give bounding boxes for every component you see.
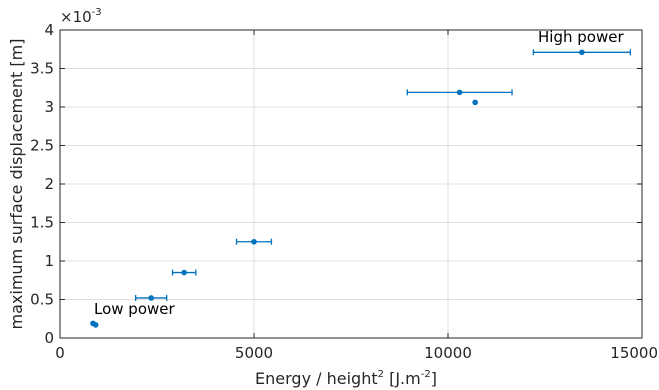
data-point <box>472 99 478 106</box>
annotation-high-power: High power <box>538 28 624 46</box>
y-axis-label: maximum surface displacement [m] <box>7 39 26 330</box>
data-point <box>181 269 187 276</box>
y-tick-label: 1 <box>44 252 54 270</box>
x-tick-label: 10000 <box>424 344 472 362</box>
data-point <box>456 89 463 96</box>
y-axis-multiplier: ×10-3 <box>60 7 102 26</box>
y-tick-label: 4 <box>44 21 54 39</box>
y-tick-label: 0 <box>44 329 54 347</box>
data-point <box>579 49 585 56</box>
tick-labels: 0 0.5 1 1.5 2 2.5 3 3.5 4 0 5000 10000 15000 <box>30 21 658 362</box>
ticks <box>59 29 643 339</box>
annotation-low-power: Low power <box>94 300 176 318</box>
x-tick-label: 5000 <box>235 344 273 362</box>
data-point <box>92 322 99 328</box>
y-tick-label: 2 <box>44 175 54 193</box>
x-axis-label: Energy / height2 [J.m-2] <box>255 369 437 388</box>
y-tick-label: 3.5 <box>30 60 54 78</box>
grid <box>59 29 643 339</box>
x-tick-label: 0 <box>55 344 65 362</box>
data-point <box>148 295 154 301</box>
data-point <box>251 238 257 245</box>
y-tick-label: 1.5 <box>30 214 54 232</box>
y-tick-label: 2.5 <box>30 137 54 155</box>
y-tick-label: 3 <box>44 98 54 116</box>
x-tick-label: 15000 <box>610 344 658 362</box>
y-tick-label: 0.5 <box>30 291 54 309</box>
data-marks <box>90 49 632 328</box>
